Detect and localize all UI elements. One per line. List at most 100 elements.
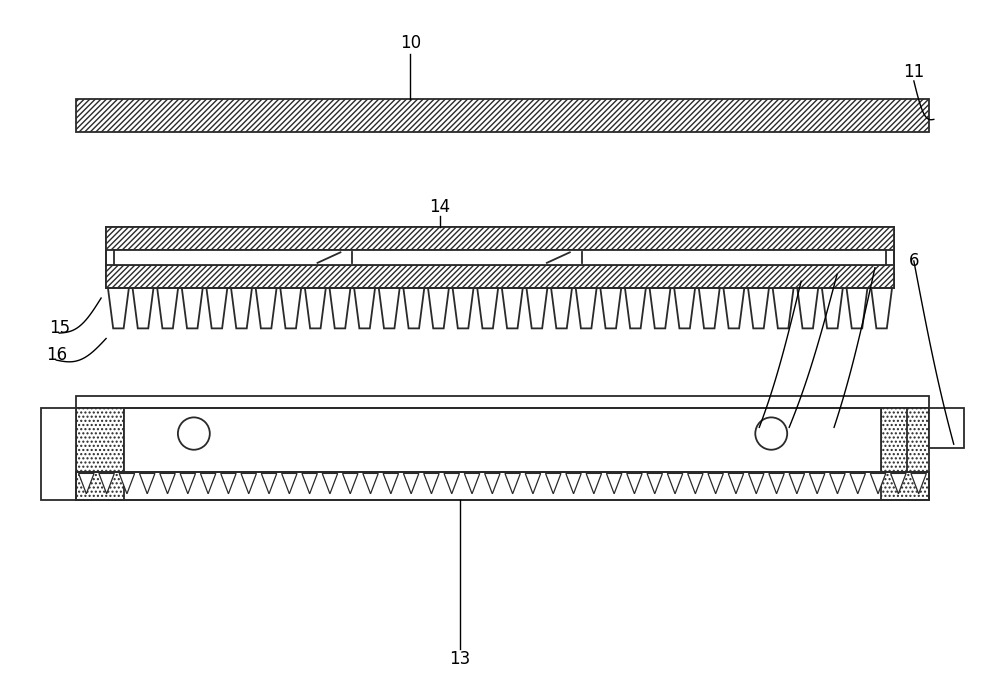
Text: 15: 15 xyxy=(49,320,70,337)
Bar xyxy=(76,396,929,408)
Polygon shape xyxy=(525,473,541,494)
Text: 16: 16 xyxy=(46,347,67,364)
Polygon shape xyxy=(627,473,642,494)
Text: 6: 6 xyxy=(909,252,919,270)
Bar xyxy=(881,408,929,472)
Polygon shape xyxy=(708,473,723,494)
Polygon shape xyxy=(379,288,400,328)
Polygon shape xyxy=(79,473,94,494)
Polygon shape xyxy=(830,473,845,494)
Polygon shape xyxy=(200,473,216,494)
Polygon shape xyxy=(180,473,196,494)
Polygon shape xyxy=(850,473,865,494)
Polygon shape xyxy=(182,288,203,328)
Bar xyxy=(76,472,929,500)
Polygon shape xyxy=(99,473,114,494)
Polygon shape xyxy=(280,288,301,328)
Bar xyxy=(114,250,886,265)
Polygon shape xyxy=(526,288,547,328)
Polygon shape xyxy=(789,473,805,494)
Text: 12: 12 xyxy=(791,272,812,290)
Text: 14: 14 xyxy=(430,198,451,216)
Polygon shape xyxy=(576,288,597,328)
Polygon shape xyxy=(891,473,906,494)
Polygon shape xyxy=(322,473,338,494)
Bar xyxy=(106,265,894,288)
Polygon shape xyxy=(140,473,155,494)
Polygon shape xyxy=(485,473,500,494)
Polygon shape xyxy=(119,473,135,494)
Text: 9: 9 xyxy=(832,265,842,284)
Bar xyxy=(76,472,124,500)
Polygon shape xyxy=(403,288,424,328)
Polygon shape xyxy=(383,473,399,494)
Polygon shape xyxy=(305,288,326,328)
Bar xyxy=(124,408,881,472)
Polygon shape xyxy=(911,473,926,494)
Polygon shape xyxy=(133,288,153,328)
Polygon shape xyxy=(403,473,419,494)
Bar xyxy=(76,99,929,131)
Bar xyxy=(76,472,929,500)
Polygon shape xyxy=(231,288,252,328)
Polygon shape xyxy=(160,473,175,494)
Polygon shape xyxy=(674,288,695,328)
Polygon shape xyxy=(871,288,892,328)
Polygon shape xyxy=(261,473,277,494)
Bar xyxy=(881,472,929,500)
Ellipse shape xyxy=(178,418,210,450)
Polygon shape xyxy=(256,288,277,328)
Polygon shape xyxy=(444,473,459,494)
Polygon shape xyxy=(546,473,561,494)
Polygon shape xyxy=(749,473,764,494)
Polygon shape xyxy=(343,473,358,494)
Polygon shape xyxy=(625,288,646,328)
Polygon shape xyxy=(330,288,350,328)
Bar xyxy=(929,408,964,448)
Text: 10: 10 xyxy=(400,35,421,52)
Polygon shape xyxy=(453,288,474,328)
Bar xyxy=(106,227,894,250)
Polygon shape xyxy=(464,473,480,494)
Polygon shape xyxy=(424,473,439,494)
Polygon shape xyxy=(282,473,297,494)
Polygon shape xyxy=(363,473,378,494)
Polygon shape xyxy=(797,288,818,328)
Polygon shape xyxy=(157,288,178,328)
Polygon shape xyxy=(769,473,784,494)
Bar xyxy=(76,408,124,472)
Bar xyxy=(76,99,929,131)
Polygon shape xyxy=(302,473,317,494)
Polygon shape xyxy=(650,288,670,328)
Bar xyxy=(41,408,76,500)
Polygon shape xyxy=(502,288,523,328)
Polygon shape xyxy=(586,473,602,494)
Polygon shape xyxy=(477,288,498,328)
Polygon shape xyxy=(688,473,703,494)
Polygon shape xyxy=(241,473,256,494)
Bar xyxy=(106,227,894,288)
Polygon shape xyxy=(551,288,572,328)
Bar xyxy=(106,227,894,288)
Polygon shape xyxy=(206,288,227,328)
Polygon shape xyxy=(566,473,581,494)
Polygon shape xyxy=(847,288,867,328)
Polygon shape xyxy=(108,288,129,328)
Polygon shape xyxy=(773,288,794,328)
Polygon shape xyxy=(606,473,622,494)
Ellipse shape xyxy=(755,418,787,450)
Polygon shape xyxy=(600,288,621,328)
Polygon shape xyxy=(723,288,744,328)
Polygon shape xyxy=(809,473,825,494)
Polygon shape xyxy=(647,473,662,494)
Polygon shape xyxy=(870,473,886,494)
Polygon shape xyxy=(505,473,520,494)
Text: 11: 11 xyxy=(903,63,924,81)
Polygon shape xyxy=(822,288,843,328)
Polygon shape xyxy=(728,473,744,494)
Polygon shape xyxy=(428,288,449,328)
Polygon shape xyxy=(221,473,236,494)
Polygon shape xyxy=(699,288,720,328)
Polygon shape xyxy=(667,473,683,494)
Polygon shape xyxy=(354,288,375,328)
